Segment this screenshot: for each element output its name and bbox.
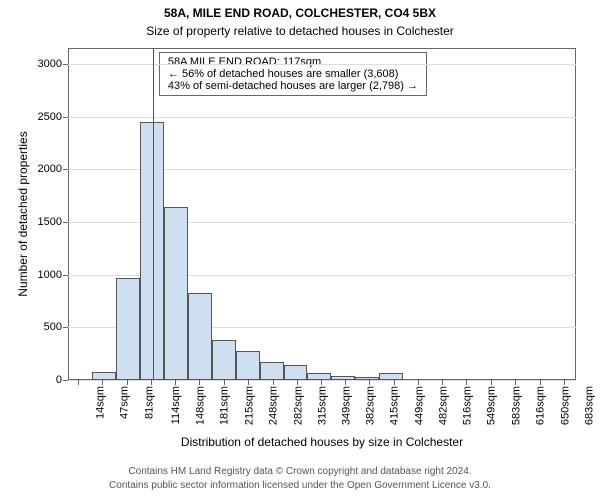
histogram-bar: [331, 376, 355, 380]
chart-subtitle: Size of property relative to detached ho…: [0, 24, 600, 38]
axis-spine: [575, 48, 576, 380]
x-tick-label: 181sqm: [219, 386, 231, 425]
axis-spine: [68, 48, 576, 49]
x-tick-label: 47sqm: [119, 386, 131, 419]
x-tick: [297, 380, 298, 385]
page-title: 58A, MILE END ROAD, COLCHESTER, CO4 5BX: [0, 6, 600, 20]
x-tick-label: 616sqm: [535, 386, 547, 425]
histogram-bar: [236, 351, 260, 381]
x-tick-label: 282sqm: [292, 386, 304, 425]
x-tick: [78, 380, 79, 385]
x-tick-label: 516sqm: [462, 386, 474, 425]
histogram-bar: [307, 373, 331, 380]
x-tick-label: 148sqm: [195, 386, 207, 425]
histogram-bar: [284, 365, 308, 380]
y-tick-label: 1500: [38, 216, 68, 228]
x-tick-label: 549sqm: [486, 386, 498, 425]
histogram-bar: [92, 372, 116, 380]
x-tick-label: 315sqm: [316, 386, 328, 425]
axis-spine: [68, 48, 69, 380]
x-tick: [369, 380, 370, 385]
reference-line: [153, 48, 154, 380]
legend-line: ← 56% of detached houses are smaller (3,…: [168, 68, 418, 80]
histogram-bar: [355, 377, 379, 380]
x-axis-label: Distribution of detached houses by size …: [68, 435, 576, 449]
y-tick-label: 500: [44, 321, 68, 333]
x-tick: [248, 380, 249, 385]
x-tick: [394, 380, 395, 385]
x-tick: [102, 380, 103, 385]
x-tick-label: 248sqm: [268, 386, 280, 425]
x-tick-label: 114sqm: [170, 386, 182, 424]
x-tick: [345, 380, 346, 385]
x-tick-label: 449sqm: [413, 386, 425, 425]
legend-line: 43% of semi-detached houses are larger (…: [168, 80, 418, 92]
footer-text: Contains HM Land Registry data © Crown c…: [0, 466, 600, 477]
x-tick-label: 683sqm: [583, 386, 595, 425]
x-tick: [127, 380, 128, 385]
histogram-bar: [212, 340, 236, 380]
x-tick: [564, 380, 565, 385]
y-tick-label: 3000: [38, 58, 68, 70]
histogram-bar: [188, 293, 212, 380]
histogram-plot: 58A MILE END ROAD: 117sqm ← 56% of detac…: [68, 48, 576, 380]
x-tick-label: 215sqm: [244, 386, 256, 425]
x-tick: [151, 380, 152, 385]
x-tick: [515, 380, 516, 385]
histogram-bar: [116, 278, 140, 380]
y-tick-label: 1000: [38, 269, 68, 281]
x-tick: [321, 380, 322, 385]
gridline: [68, 117, 576, 118]
histogram-bar: [379, 373, 403, 380]
x-tick: [199, 380, 200, 385]
x-tick-label: 650sqm: [559, 386, 571, 425]
y-tick-label: 0: [56, 374, 68, 386]
footer-text: Contains public sector information licen…: [0, 480, 600, 491]
x-tick-label: 349sqm: [341, 386, 353, 425]
x-tick: [273, 380, 274, 385]
chart-legend: 58A MILE END ROAD: 117sqm ← 56% of detac…: [159, 52, 427, 96]
x-tick-label: 482sqm: [437, 386, 449, 425]
y-tick-label: 2000: [38, 163, 68, 175]
x-tick: [175, 380, 176, 385]
legend-line: 58A MILE END ROAD: 117sqm: [168, 56, 418, 68]
x-tick-label: 583sqm: [511, 386, 523, 425]
x-tick: [540, 380, 541, 385]
histogram-bar: [260, 362, 284, 380]
x-tick-label: 14sqm: [95, 386, 107, 419]
gridline: [68, 64, 576, 65]
x-tick: [224, 380, 225, 385]
x-tick-label: 81sqm: [143, 386, 155, 419]
x-tick-label: 415sqm: [389, 386, 401, 425]
y-axis-label: Number of detached properties: [16, 48, 30, 380]
y-tick-label: 2500: [38, 111, 68, 123]
x-tick: [466, 380, 467, 385]
x-tick: [491, 380, 492, 385]
histogram-bar: [140, 122, 164, 380]
histogram-bar: [164, 207, 188, 380]
x-tick-label: 382sqm: [365, 386, 377, 425]
x-tick: [418, 380, 419, 385]
x-tick: [442, 380, 443, 385]
